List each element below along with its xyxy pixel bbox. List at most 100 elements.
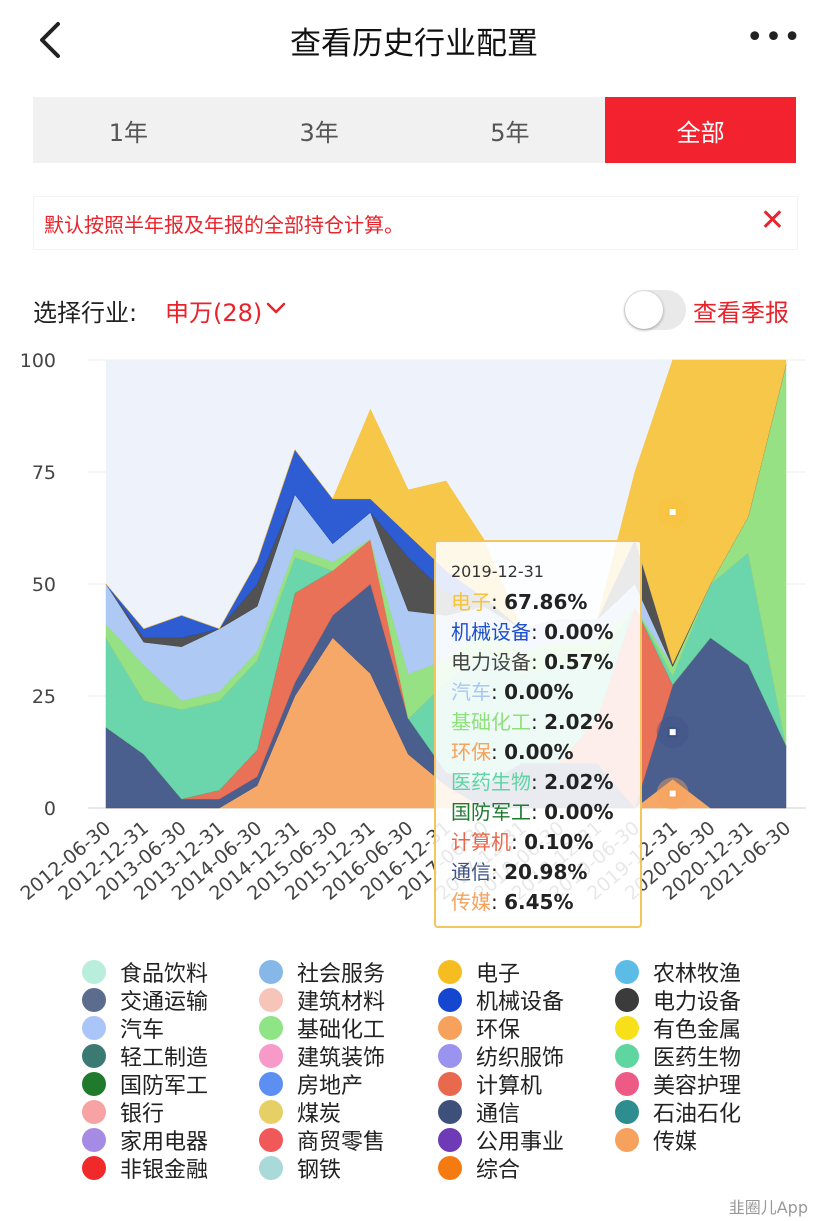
tab-all[interactable]: 全部 — [605, 97, 796, 163]
legend-label: 银行 — [120, 1102, 165, 1127]
back-arrow-icon[interactable] — [30, 18, 74, 62]
legend-item[interactable]: 石油石化 — [615, 1098, 742, 1127]
legend-item[interactable]: 煤炭 — [259, 1098, 342, 1127]
legend-swatch — [82, 988, 106, 1012]
legend-item[interactable]: 国防军工 — [82, 1070, 208, 1099]
y-tick-label: 25 — [32, 686, 56, 708]
legend-item[interactable]: 房地产 — [259, 1070, 363, 1099]
legend-label: 煤炭 — [297, 1102, 342, 1127]
legend-item[interactable]: 有色金属 — [615, 1014, 742, 1043]
legend-item[interactable]: 综合 — [438, 1154, 521, 1183]
legend-swatch — [259, 1156, 283, 1180]
tooltip-series-name: 计算机 — [451, 830, 511, 854]
tooltip-series-value: 2.02% — [544, 710, 614, 734]
tooltip-date: 2019-12-31 — [451, 562, 544, 581]
legend-label: 基础化工 — [297, 1018, 386, 1043]
y-tick-label: 50 — [32, 574, 56, 596]
y-tick-label: 75 — [32, 462, 56, 484]
legend-item[interactable]: 基础化工 — [259, 1014, 386, 1043]
legend-item[interactable]: 计算机 — [438, 1070, 543, 1099]
legend-item[interactable]: 建筑装饰 — [259, 1042, 386, 1071]
legend-swatch — [438, 1072, 462, 1096]
legend-item[interactable]: 轻工制造 — [82, 1042, 208, 1071]
legend-item[interactable]: 公用事业 — [438, 1126, 564, 1155]
chart-tooltip: 2019-12-31 电子: 67.86% 机械设备: 0.00% 电力设备: 0.… — [434, 540, 642, 928]
legend-label: 有色金属 — [653, 1018, 742, 1043]
industry-selector-value[interactable]: 申万(28) — [165, 299, 263, 327]
tooltip-row: 传媒: 6.45% — [451, 887, 640, 917]
legend-item[interactable]: 银行 — [82, 1098, 165, 1127]
legend-item[interactable]: 电子 — [438, 958, 521, 987]
legend-swatch — [615, 1128, 639, 1152]
tab-1y[interactable]: 1年 — [108, 118, 149, 147]
area-series — [105, 359, 787, 665]
legend-label: 社会服务 — [297, 962, 386, 987]
legend-label: 传媒 — [653, 1130, 698, 1155]
legend-label: 钢铁 — [297, 1158, 342, 1183]
tooltip-row: 基础化工: 2.02% — [451, 707, 640, 737]
season-report-label[interactable]: 查看季报 — [693, 299, 789, 327]
notice-text: 默认按照半年报及年报的全部持仓计算。 — [44, 213, 404, 237]
legend-item[interactable]: 医药生物 — [615, 1042, 742, 1071]
y-tick-label: 0 — [44, 798, 56, 820]
tooltip-series-name: 传媒 — [451, 890, 491, 914]
close-icon[interactable]: ✕ — [759, 203, 785, 238]
tooltip-series-name: 汽车 — [451, 680, 491, 704]
legend-item[interactable]: 家用电器 — [82, 1126, 209, 1155]
legend-swatch — [82, 1156, 106, 1180]
legend-item[interactable]: 商贸零售 — [259, 1126, 385, 1155]
tooltip-series-name: 机械设备 — [451, 620, 531, 644]
legend-label: 石油石化 — [653, 1102, 742, 1127]
legend-label: 建筑装饰 — [297, 1046, 386, 1071]
tooltip-separator: : — [491, 590, 505, 614]
legend-swatch — [259, 960, 283, 984]
legend-item[interactable]: 汽车 — [82, 1014, 164, 1043]
legend-item[interactable]: 美容护理 — [615, 1070, 741, 1099]
legend-item[interactable]: 食品饮料 — [82, 958, 208, 987]
legend-label: 综合 — [476, 1158, 521, 1183]
legend-item[interactable]: 建筑材料 — [259, 986, 385, 1015]
tooltip-series-name: 基础化工 — [451, 710, 531, 734]
tab-3y[interactable]: 3年 — [299, 118, 339, 147]
highlight-point — [667, 507, 678, 518]
legend-item[interactable]: 通信 — [438, 1098, 520, 1127]
tooltip-separator: : — [531, 770, 545, 794]
legend-label: 家用电器 — [120, 1130, 209, 1155]
season-report-toggle[interactable] — [624, 290, 686, 330]
more-icon[interactable]: ••• — [745, 20, 802, 55]
legend-item[interactable]: 钢铁 — [259, 1154, 342, 1183]
legend-item[interactable]: 社会服务 — [259, 958, 386, 987]
legend-swatch — [615, 1044, 639, 1068]
legend-label: 非银金融 — [120, 1158, 209, 1183]
legend-item[interactable]: 纺织服饰 — [438, 1042, 564, 1071]
industry-allocation-chart: 02550751002012-06-302012-12-312013-06-30… — [16, 350, 806, 905]
legend-label: 计算机 — [476, 1074, 543, 1099]
legend-item[interactable]: 交通运输 — [82, 986, 209, 1015]
legend-swatch — [82, 960, 106, 984]
legend-item[interactable]: 电力设备 — [615, 986, 741, 1015]
tooltip-series-name: 医药生物 — [451, 770, 531, 794]
legend-item[interactable]: 环保 — [438, 1014, 520, 1043]
legend-label: 交通运输 — [120, 990, 209, 1015]
legend-item[interactable]: 传媒 — [615, 1126, 698, 1155]
tooltip-row: 环保: 0.00% — [451, 737, 640, 767]
tab-5y[interactable]: 5年 — [490, 118, 530, 147]
highlight-point — [667, 788, 678, 799]
tooltip-series-value: 0.00% — [544, 620, 614, 644]
tooltip-row: 电力设备: 0.57% — [451, 647, 640, 677]
legend-label: 电子 — [476, 962, 521, 987]
legend-label: 医药生物 — [653, 1046, 742, 1071]
legend-swatch — [82, 1016, 106, 1040]
legend-swatch — [438, 1044, 462, 1068]
tooltip-row: 计算机: 0.10% — [451, 827, 640, 857]
legend-item[interactable]: 非银金融 — [82, 1154, 209, 1183]
tooltip-series-name: 环保 — [451, 740, 491, 764]
legend-label: 机械设备 — [476, 990, 565, 1015]
tooltip-series-value: 67.86% — [504, 590, 588, 614]
legend-item[interactable]: 机械设备 — [438, 986, 565, 1015]
legend-swatch — [438, 1100, 462, 1124]
watermark: 韭圈儿App — [728, 1198, 808, 1217]
chevron-down-icon[interactable] — [265, 300, 287, 316]
legend-swatch — [259, 1072, 283, 1096]
legend-item[interactable]: 农林牧渔 — [615, 958, 741, 987]
